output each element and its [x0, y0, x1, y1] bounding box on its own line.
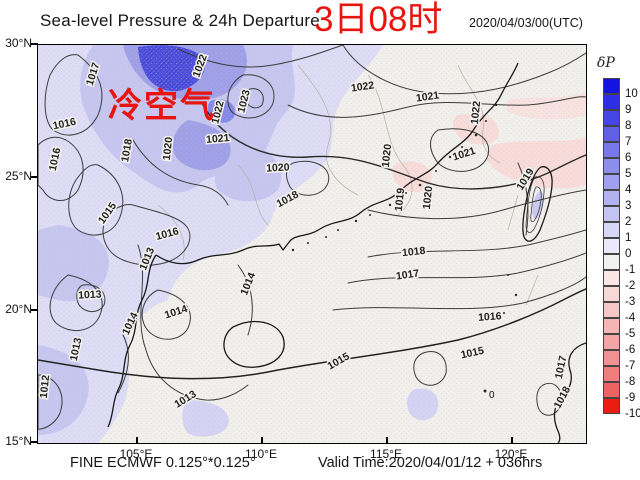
colorbar-tick-label: 1: [625, 232, 632, 244]
colorbar-cell: [603, 350, 620, 366]
lat-tick-label: 25°N: [5, 169, 32, 183]
colorbar-cell: [603, 238, 620, 254]
lat-tick-mark: [31, 43, 38, 45]
title-time-highlight: 3日08时: [314, 0, 443, 39]
colorbar-cell: [603, 158, 620, 174]
lon-tick-label: 120°E: [494, 447, 528, 461]
isobar-value-label: 1022: [350, 79, 375, 94]
colorbar-tick-label: -8: [625, 376, 636, 388]
isobar-value-label: 1020: [161, 136, 175, 161]
lon-tick-label: 115°E: [370, 447, 402, 461]
isobar-value-label: 1020: [266, 161, 290, 174]
isobar-value-label: 1020: [380, 143, 394, 168]
lon-tick-mark: [136, 437, 138, 443]
isobar-value-label: 1019: [393, 187, 407, 212]
lon-tick-label: 105°E: [119, 447, 153, 461]
colorbar-cell: [603, 110, 620, 126]
lat-tick-label: 20°N: [5, 302, 32, 316]
colorbar-cell: [603, 270, 620, 286]
colorbar-tick-label: 7: [625, 136, 632, 148]
coastal-islands: [291, 103, 518, 393]
isobar-value-label: 1017: [553, 355, 570, 380]
station-value-label: 0: [489, 390, 495, 401]
colorbar-cell: [603, 286, 620, 302]
lat-tick-mark: [31, 309, 38, 311]
coastlines: [107, 62, 587, 444]
isobar-value-label: 1016: [478, 310, 502, 324]
isobar-value-label: 1017: [395, 267, 420, 282]
colorbar-tick-label: 9: [625, 104, 632, 116]
colorbar-tick-label: -9: [625, 392, 636, 404]
colorbar-tick-label: -3: [625, 296, 636, 308]
texture-overlay: [38, 45, 586, 443]
colorbar-cell: [603, 334, 620, 350]
colorbar-cell: [603, 94, 620, 110]
lon-tick-label: 110°E: [245, 447, 277, 461]
colorbar-cell: [603, 206, 620, 222]
model-resolution-text: FINE ECMWF 0.125°*0.125°: [70, 455, 256, 471]
lat-tick-mark: [31, 176, 38, 178]
colorbar-cell: [603, 302, 620, 318]
colorbar-tick-label: -5: [625, 328, 636, 340]
colorbar-tick-label: 10: [625, 88, 638, 100]
colorbar-tick-label: 0: [625, 248, 632, 260]
colorbar-cell: [603, 78, 620, 94]
cold-air-annotation: 冷空气: [108, 87, 216, 125]
isobar-value-label: 1015: [460, 345, 485, 362]
lon-tick-mark: [386, 437, 388, 443]
colorbar-cell: [603, 174, 620, 190]
colorbar-cell: [603, 318, 620, 334]
colorbar-cell: [603, 398, 620, 414]
page-title: Sea-level Pressure & 24h Departure: [40, 11, 320, 30]
colorbar-tick-label: 2: [625, 216, 632, 228]
colorbar-tick-label: -1: [625, 264, 636, 276]
lat-tick-label: 30°N: [5, 36, 32, 50]
colorbar-cell: [603, 254, 620, 270]
valid-time-text: Valid Time:2020/04/01/12 + 036hrs: [318, 455, 543, 471]
lat-tick-label: 15°N: [5, 434, 32, 448]
isobar-value-label: 1021: [415, 89, 440, 104]
colorbar-tick-label: 8: [625, 120, 632, 132]
colorbar-tick-label: 6: [625, 152, 632, 164]
isobar-value-label: 1022: [469, 100, 483, 125]
lon-tick-mark: [261, 437, 263, 443]
isobar-value-label: 1013: [78, 288, 102, 301]
lon-tick-mark: [511, 437, 513, 443]
colorbar-tick-label: -6: [625, 344, 636, 356]
colorbar-cell: [603, 142, 620, 158]
colorbar-cell: [603, 190, 620, 206]
colorbar-tick-label: 5: [625, 168, 632, 180]
map-frame: 0 1017 1016 1016 1015 1016 1018 1020 1021 1022 10…: [36, 44, 587, 444]
colorbar-title: δP: [597, 55, 615, 71]
province-borders: [157, 64, 539, 306]
isobar-value-label: 1012: [38, 374, 52, 399]
isobar-value-label: 1020: [421, 185, 435, 210]
colorbar-tick-label: -10: [625, 408, 640, 420]
isobar-value-label: 1018: [119, 138, 135, 163]
isobar-value-label: 1018: [401, 245, 426, 259]
colorbar-cell: [603, 366, 620, 382]
analysis-datetime: 2020/04/03/00(UTC): [469, 16, 583, 30]
colorbar-tick-label: 3: [625, 200, 632, 212]
colorbar-cell: [603, 382, 620, 398]
lat-tick-mark: [31, 441, 38, 443]
colorbar-tick-label: -7: [625, 360, 636, 372]
colorbar-tick-label: 4: [625, 184, 632, 196]
colorbar-cell: [603, 126, 620, 142]
colorbar-cell: [603, 222, 620, 238]
isobar-value-label: 1021: [206, 132, 230, 146]
colorbar-tick-label: -2: [625, 280, 636, 292]
colorbar-tick-label: -4: [625, 312, 636, 324]
